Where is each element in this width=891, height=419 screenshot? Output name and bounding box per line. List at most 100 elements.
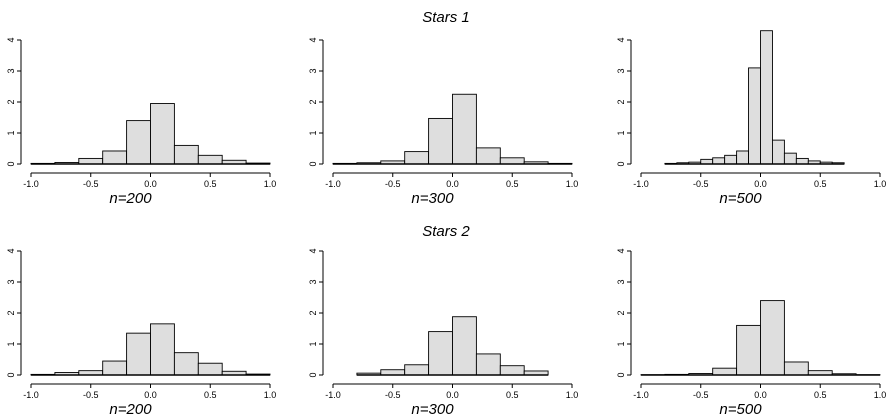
y-tick-label: 3 <box>6 279 16 284</box>
x-tick-label: -0.5 <box>693 390 709 400</box>
histogram-bar <box>428 117 453 165</box>
y-tick-label: 2 <box>6 99 16 104</box>
x-tick-label: 0.0 <box>446 179 459 189</box>
x-tick-label: 1.0 <box>566 179 579 189</box>
histogram-bar <box>126 332 151 376</box>
x-tick-label: 0.0 <box>144 390 157 400</box>
y-tick-label: 3 <box>6 68 16 73</box>
y-tick-label: 0 <box>6 372 16 377</box>
histogram-bar <box>499 157 525 165</box>
histogram-bar <box>783 152 797 165</box>
y-tick-label: 1 <box>6 341 16 346</box>
histogram-panel: -1.0 -0.5 0.0 0.5 1.0 0 1 2 3 4 n=300 <box>308 248 578 418</box>
histogram-bar <box>736 324 761 376</box>
histogram-bar <box>197 154 223 165</box>
y-tick-label: 3 <box>616 68 626 73</box>
y-tick-label: 3 <box>308 68 318 73</box>
y-tick-label: 1 <box>6 130 16 135</box>
x-tick-label: 0.0 <box>754 390 767 400</box>
x-tick-label: -0.5 <box>83 179 99 189</box>
x-tick-label: 0.5 <box>204 390 217 400</box>
histogram-bar <box>126 120 151 165</box>
x-tick-label: 1.0 <box>264 390 277 400</box>
histogram-bar <box>712 367 738 376</box>
x-tick-label: -1.0 <box>23 390 39 400</box>
histogram-panels: -1.0 -0.5 0.0 0.5 1.0 0 1 2 3 4 n=200 -1.0 -0.5 0.0 0.… <box>6 30 887 418</box>
panel-sample-size-label: n=500 <box>719 401 762 418</box>
x-tick-label: -1.0 <box>633 179 649 189</box>
x-tick-label: 0.5 <box>506 179 519 189</box>
histogram-panel: -1.0 -0.5 0.0 0.5 1.0 0 1 2 3 4 n=300 <box>308 37 578 207</box>
y-tick-label: 2 <box>308 99 318 104</box>
x-tick-label: -0.5 <box>83 390 99 400</box>
y-tick-label: 3 <box>308 279 318 284</box>
x-tick-label: 0.5 <box>506 390 519 400</box>
x-tick-label: 0.5 <box>814 179 827 189</box>
histogram-bar <box>760 30 773 165</box>
histogram-panel: -1.0 -0.5 0.0 0.5 1.0 0 1 2 3 4 n=500 <box>616 30 887 207</box>
x-tick-label: -1.0 <box>325 390 341 400</box>
histogram-bar <box>760 300 785 376</box>
y-tick-label: 4 <box>6 37 16 42</box>
histogram-bar <box>712 157 726 165</box>
y-tick-label: 2 <box>308 310 318 315</box>
histogram-bar <box>783 361 809 376</box>
x-tick-label: 0.0 <box>754 179 767 189</box>
y-tick-label: 4 <box>308 37 318 42</box>
y-tick-label: 2 <box>6 310 16 315</box>
x-tick-label: 0.5 <box>814 390 827 400</box>
x-tick-label: 0.0 <box>144 179 157 189</box>
y-tick-label: 0 <box>308 161 318 166</box>
panel-sample-size-label: n=500 <box>719 190 762 207</box>
x-tick-label: 1.0 <box>264 179 277 189</box>
y-tick-label: 1 <box>308 130 318 135</box>
x-tick-label: -1.0 <box>23 179 39 189</box>
histogram-panel: -1.0 -0.5 0.0 0.5 1.0 0 1 2 3 4 n=500 <box>616 248 886 418</box>
histogram-bar <box>736 150 749 165</box>
histogram-bar <box>475 353 501 376</box>
histogram-bar <box>748 67 761 165</box>
y-tick-label: 2 <box>616 310 626 315</box>
histogram-bar <box>795 157 809 165</box>
histogram-bar <box>173 144 199 165</box>
histogram-bar <box>499 365 525 376</box>
x-tick-label: -0.5 <box>385 390 401 400</box>
x-tick-label: -0.5 <box>385 179 401 189</box>
histogram-bar <box>452 316 477 376</box>
x-tick-label: 1.0 <box>566 390 579 400</box>
x-tick-label: 0.0 <box>446 390 459 400</box>
y-tick-label: 4 <box>308 248 318 253</box>
panel-sample-size-label: n=300 <box>411 190 454 207</box>
histogram-bar <box>150 323 175 376</box>
x-tick-label: 0.5 <box>204 179 217 189</box>
histogram-bar <box>173 352 199 376</box>
y-tick-label: 4 <box>616 248 626 253</box>
panel-sample-size-label: n=300 <box>411 401 454 418</box>
histogram-bar <box>404 364 430 376</box>
y-tick-label: 2 <box>616 99 626 104</box>
histogram-bar <box>197 362 223 376</box>
y-tick-label: 0 <box>308 372 318 377</box>
histogram-bar <box>78 157 104 165</box>
y-tick-label: 1 <box>616 130 626 135</box>
histogram-bar <box>772 139 785 165</box>
x-tick-label: -1.0 <box>325 179 341 189</box>
x-tick-label: 1.0 <box>874 179 887 189</box>
histogram-bar <box>102 150 128 165</box>
row-title-stars-2: Stars 2 <box>422 223 470 240</box>
y-tick-label: 0 <box>616 372 626 377</box>
row-title-stars-1: Stars 1 <box>422 9 470 26</box>
histogram-bar <box>428 331 453 376</box>
y-tick-label: 0 <box>616 161 626 166</box>
y-tick-label: 1 <box>308 341 318 346</box>
x-tick-label: 1.0 <box>874 390 887 400</box>
x-tick-label: -1.0 <box>633 390 649 400</box>
histogram-bar <box>724 154 738 165</box>
y-tick-label: 3 <box>616 279 626 284</box>
y-tick-label: 0 <box>6 161 16 166</box>
histogram-bar <box>452 93 477 165</box>
histogram-bar <box>150 103 175 165</box>
histogram-panel: -1.0 -0.5 0.0 0.5 1.0 0 1 2 3 4 n=200 <box>6 248 276 418</box>
y-tick-label: 1 <box>616 341 626 346</box>
